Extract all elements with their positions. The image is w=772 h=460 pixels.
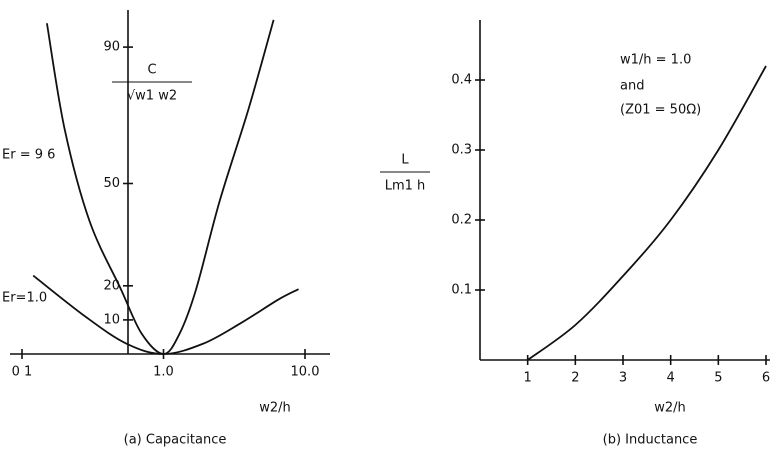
y-tick-label: 0.1: [451, 283, 472, 298]
series-line: [47, 20, 274, 354]
x-tick-label: 6: [762, 371, 770, 386]
x-tick-label: 10.0: [291, 365, 320, 380]
y-label-num: L: [401, 153, 409, 168]
series-line: [33, 276, 298, 354]
y-tick-label: 0.3: [451, 143, 472, 158]
series-label: Er=1.0: [2, 291, 47, 306]
x-tick-label: 2: [571, 371, 579, 386]
y-tick-label: 10: [103, 312, 120, 327]
x-tick-label: 0 1: [12, 365, 33, 380]
x-label: w2/h: [259, 401, 291, 416]
annotation: (Z01 = 50Ω): [620, 103, 701, 118]
x-tick-label: 5: [714, 371, 722, 386]
y-label-den: Lm1 h: [385, 179, 426, 194]
x-tick-label: 4: [667, 371, 675, 386]
figure: (a) Capacitance w2/h C √w1 w2 (b) Induct…: [0, 0, 772, 460]
y-label-num: C: [147, 63, 156, 78]
annotation: w1/h = 1.0: [620, 53, 691, 68]
y-tick-label: 0.2: [451, 213, 472, 228]
caption: (b) Inductance: [603, 433, 698, 448]
y-tick-label: 50: [103, 176, 120, 191]
x-tick-label: 1: [524, 371, 532, 386]
y-tick-label: 90: [103, 40, 120, 55]
x-tick-label: 1.0: [153, 365, 174, 380]
x-tick-label: 3: [619, 371, 627, 386]
y-tick-label: 0.4: [451, 73, 472, 88]
series-label: Er = 9 6: [2, 148, 55, 163]
y-label-den: √w1 w2: [127, 89, 177, 104]
caption: (a) Capacitance: [124, 433, 227, 448]
annotation: and: [620, 79, 644, 94]
x-label: w2/h: [654, 401, 686, 416]
